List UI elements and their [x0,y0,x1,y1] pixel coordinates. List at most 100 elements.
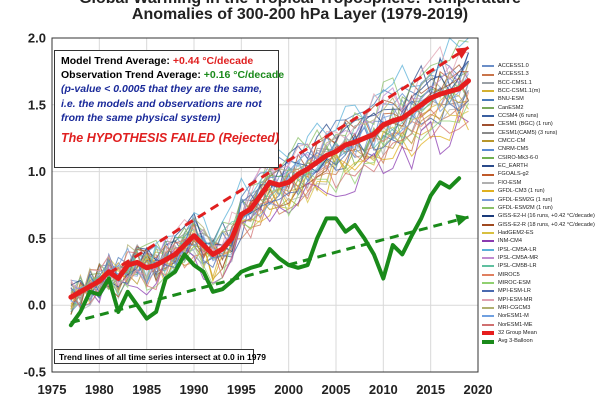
annotation-box: Model Trend Average: +0.44 °C/decade Obs… [54,50,284,168]
legend-entry: GISS-E2-R (18 runs, +0.42 °C/decade) [482,221,598,229]
legend-label: MIROC-ESM [498,279,531,286]
x-tick-label: 1990 [180,382,209,397]
legend-swatch [482,298,494,301]
legend-entry: FGOALS-g2 [482,170,598,178]
model-trend-arrowhead [455,47,469,59]
legend-entry: MPI-ESM-LR [482,287,598,295]
model-trend-label: Model Trend Average: [61,55,170,67]
legend-swatch [482,190,494,193]
model-run-line [70,111,469,309]
legend-swatch [482,156,494,159]
legend-swatch [482,232,494,235]
legend-entry: CCSM4 (6 runs) [482,112,598,120]
obs-trend-label: Observation Trend Average: [61,69,201,82]
legend-entry: MPI-ESM-MR [482,296,598,304]
legend-swatch [482,98,494,101]
legend-swatch [482,240,494,243]
legend-entry: IPSL-CM5A-LR [482,246,598,254]
legend-entry: CNRM-CM5 [482,145,598,153]
model-trend-line [70,46,470,299]
legend-entry: MIROC-ESM [482,279,598,287]
legend-swatch [482,307,494,310]
x-tick-label: 2015 [416,382,445,397]
chart-title-line1: Global Warming in the Tropical Troposphe… [0,0,600,8]
legend-label: MPI-ESM-LR [498,288,531,295]
legend-swatch [482,81,494,84]
legend-entry: FIO-ESM [482,179,598,187]
legend-label: CMCC-CM [498,138,526,145]
legend-label: CanESM2 [498,104,524,111]
legend-entry: HadGEM2-ES [482,229,598,237]
legend-swatch [482,106,494,109]
legend-swatch [482,123,494,126]
legend-swatch [482,207,494,210]
legend-entry: NorESM1-ME [482,321,598,329]
legend-entry: INM-CM4 [482,237,598,245]
plot-frame [51,37,479,373]
legend-swatch [482,215,494,218]
legend-swatch [482,223,494,226]
x-tick-label: 1995 [227,382,256,397]
model-run-line [70,102,469,299]
legend-entry: CMCC-CM [482,137,598,145]
legend-entry: CanESM2 [482,104,598,112]
balloon-average-line [68,176,462,328]
legend-entry: GFDL-ESM2M (1 run) [482,204,598,212]
legend-swatch [482,173,494,176]
legend-label: MIROC5 [498,271,520,278]
legend-entry: GISS-E2-H (16 runs, +0.42 °C/decade) [482,212,598,220]
legend-swatch [482,140,494,143]
legend-label: IPSL-CM5A-LR [498,246,537,253]
y-tick-label: -0.5 [24,365,46,380]
legend-swatch [482,165,494,168]
legend-entry: IPSL-CM5A-MR [482,254,598,262]
legend-label: IPSL-CM5A-MR [498,254,539,261]
model-run-line [70,73,469,306]
legend-entry: ACCESS1.0 [482,62,598,70]
legend-label: NorESM1-M [498,313,529,320]
model-run-line [70,88,469,304]
legend-entry: BCC-CMS1.1 [482,79,598,87]
x-tick-label: 2010 [369,382,398,397]
legend-label: GFDL-ESM2M (1 run) [498,204,553,211]
legend-entry: Avg 3-Balloon [482,337,598,345]
legend-swatch [482,90,494,93]
legend-entry: BNU-ESM [482,95,598,103]
legend-entry: CESM1 (BGC) (1 run) [482,120,598,128]
legend-label: FGOALS-g2 [498,171,529,178]
legend-label: CNRM-CM5 [498,146,529,153]
legend: ACCESS1.0 ACCESS1.3 BCC-CMS1.1 BCC-CSM1.1(m… [482,62,598,346]
legend-label: CESM1 (BGC) (1 run) [498,121,553,128]
legend-label: ACCESS1.0 [498,63,529,69]
legend-label: BCC-CSM1.1(m) [498,88,541,95]
legend-label: INM-CM4 [498,238,522,245]
legend-swatch [482,148,494,151]
legend-swatch [482,65,494,68]
y-tick-label: 1.5 [28,97,46,112]
legend-label: CCSM4 (6 runs) [498,113,539,120]
legend-entry: MRI-CGCM3 [482,304,598,312]
legend-label: Avg 3-Balloon [498,338,533,345]
legend-label: CESM1(CAM5) (3 runs) [498,129,558,136]
legend-label: GISS-E2-H (16 runs, +0.42 °C/decade) [498,213,595,220]
legend-entry: CESM1(CAM5) (3 runs) [482,129,598,137]
legend-entry: MIROC5 [482,271,598,279]
legend-swatch [482,115,494,118]
legend-label: MPI-ESM-MR [498,296,533,303]
obs-trend-value: +0.16 °C/decade [203,69,285,82]
x-tick-label: 2005 [322,382,351,397]
legend-entry: CSIRO-Mk3-6-0 [482,154,598,162]
legend-swatch [482,181,494,184]
y-tick-label: 2.0 [28,31,46,46]
obs-trend-arrowhead [455,214,469,226]
legend-entry: GFDL-ESM2G (1 run) [482,196,598,204]
legend-swatch [482,198,494,201]
legend-swatch [482,265,494,268]
legend-entry: GFDL-CM3 (1 run) [482,187,598,195]
legend-entry: IPSL-CM5B-LR [482,262,598,270]
axes [51,37,479,373]
legend-label: NorESM1-ME [498,321,533,328]
y-tick-label: 1.0 [28,164,46,179]
group-mean-line [68,78,471,300]
legend-swatch [482,323,494,326]
